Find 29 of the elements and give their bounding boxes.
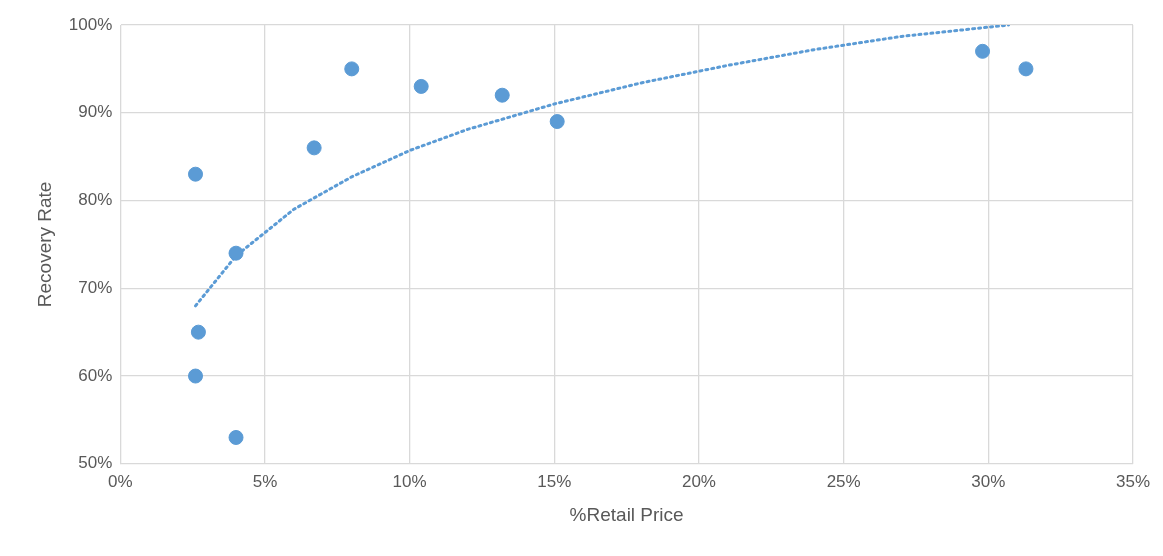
x-tick-label: 30% [971,471,1006,491]
y-tick-label: 60% [78,365,113,385]
line-series [194,25,1011,308]
point [306,140,322,156]
x-tick-label: 5% [252,471,278,491]
y-tick-label: 100% [68,14,113,34]
x-tick-label: 20% [681,471,716,491]
y-tick-label: 70% [78,277,113,297]
point [413,78,429,94]
point [188,368,204,384]
point [188,166,204,182]
y-tick-label: 50% [78,453,113,473]
point [344,61,360,77]
y-tick-label: 90% [78,102,113,122]
y-axis-title: Recovery Rate [33,181,55,308]
point [228,429,244,445]
x-axis-title: %Retail Price [569,503,684,525]
point [549,114,565,130]
point [1018,61,1034,77]
point [494,87,510,103]
x-tick-label: 35% [1115,471,1151,491]
x-tick-label: 25% [826,471,861,491]
x-tick-label: 0% [107,471,133,491]
x-tick-label: 10% [392,471,427,491]
y-tick-label: 80% [78,190,113,210]
point [975,43,991,59]
point [190,324,206,340]
x-tick-label: 15% [537,471,572,491]
point [228,245,244,261]
